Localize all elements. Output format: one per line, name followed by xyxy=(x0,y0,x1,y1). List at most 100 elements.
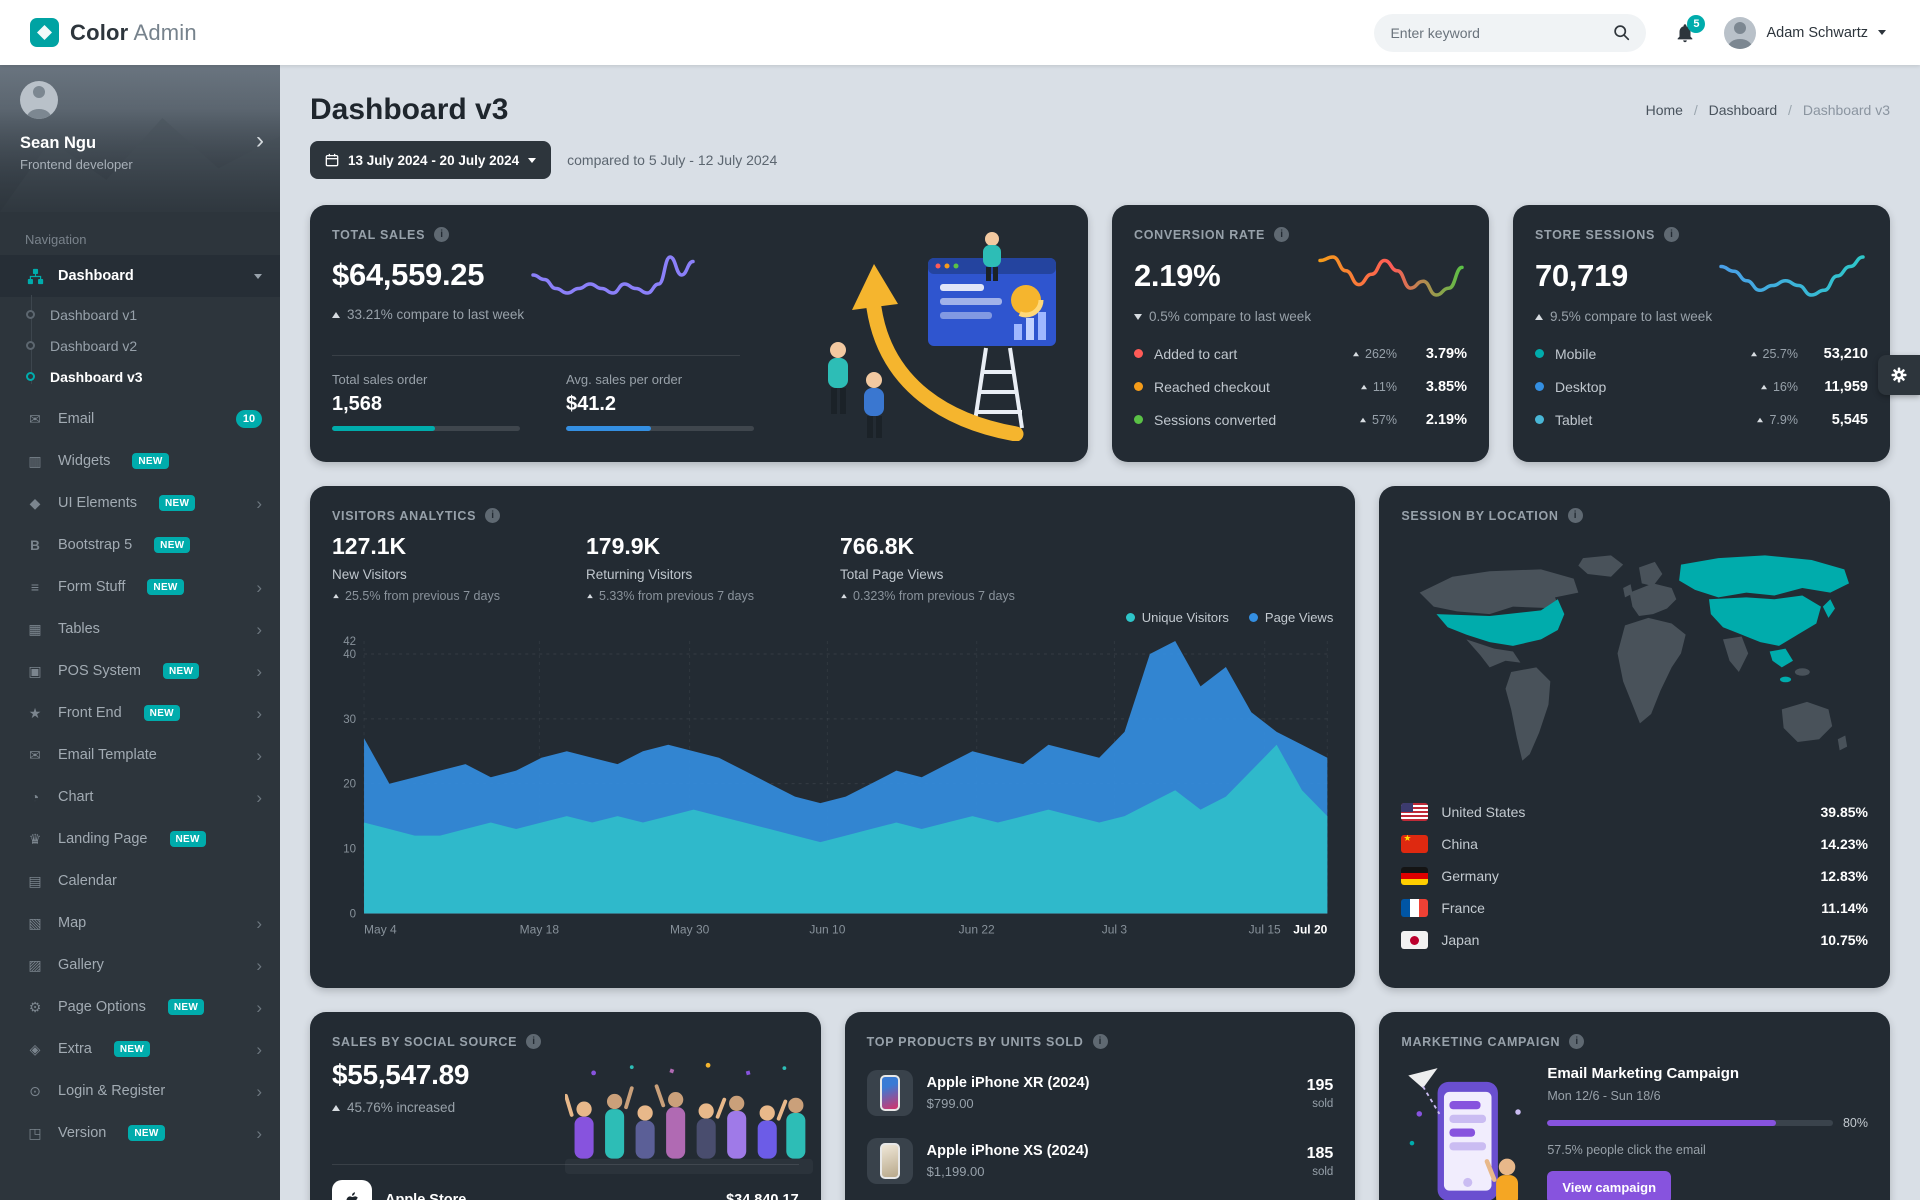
product-thumbnail xyxy=(866,1070,913,1116)
new-badge: NEW xyxy=(163,663,200,679)
metric-change-value: 16% xyxy=(1772,379,1798,394)
metric-change-value: 11% xyxy=(1372,379,1397,394)
sidebar-item-front-end[interactable]: ★ Front End NEW › xyxy=(0,692,280,734)
social-source-row[interactable]: Apple Store $34,840.17 xyxy=(332,1180,799,1200)
sidebar-item-email[interactable]: ✉ Email 10 xyxy=(0,398,280,440)
metric-label: Mobile xyxy=(1554,345,1597,362)
star-icon: ★ xyxy=(28,704,42,721)
search-box[interactable] xyxy=(1374,13,1647,52)
metric-row-desktop: Desktop 16% 11,959 xyxy=(1534,370,1868,403)
svg-text:0: 0 xyxy=(350,908,356,920)
sidebar-item-tables[interactable]: ▦ Tables › xyxy=(0,608,280,650)
chevron-down-icon xyxy=(1878,30,1886,35)
info-icon[interactable] xyxy=(1092,1034,1108,1049)
sidebar-item-dashboard-v2[interactable]: Dashboard v2 xyxy=(0,330,280,361)
search-input[interactable] xyxy=(1390,24,1614,41)
product-unit: sold xyxy=(1312,1165,1334,1178)
key-icon: ⊙ xyxy=(29,1082,41,1099)
sidebar-profile[interactable]: Sean Ngu Frontend developer › xyxy=(0,65,280,212)
new-badge: NEW xyxy=(143,705,180,721)
conversion-rate-value: 2.19% xyxy=(1133,258,1221,293)
store-sessions-card: STORE SESSIONS 70,719 9.5% compare to la… xyxy=(1512,205,1890,462)
location-value: 39.85% xyxy=(1820,804,1868,820)
brand[interactable]: Color Admin xyxy=(0,18,300,47)
sidebar-item-form-stuff[interactable]: ≡ Form Stuff NEW › xyxy=(0,566,280,608)
new-badge: NEW xyxy=(132,453,169,469)
search-icon[interactable] xyxy=(1613,24,1630,41)
sales-stat-total-sales-order: Total sales order 1,568 xyxy=(332,372,520,431)
metric-change-value: 25.7% xyxy=(1762,346,1798,361)
calendar-icon xyxy=(325,153,339,167)
date-range-picker[interactable]: 13 July 2024 - 20 July 2024 xyxy=(310,141,552,179)
info-icon[interactable] xyxy=(1664,227,1680,242)
stat-label: Total sales order xyxy=(332,372,428,387)
sidebar-item-label: Email xyxy=(58,411,95,427)
sidebar-item-label: Chart xyxy=(58,789,94,805)
sidebar-item-dashboard-v3[interactable]: Dashboard v3 xyxy=(0,361,280,392)
metric-row-added-to-cart: Added to cart 262% 3.79% xyxy=(1133,337,1467,370)
sidebar-item-label: Form Stuff xyxy=(58,579,126,595)
user-menu[interactable]: Adam Schwartz xyxy=(1724,16,1886,49)
breadcrumb-dashboard[interactable]: Dashboard xyxy=(1708,102,1778,118)
sidebar-item-map[interactable]: ▧ Map › xyxy=(0,902,280,944)
stat-progress-bar xyxy=(566,426,754,431)
breadcrumb-current: Dashboard v3 xyxy=(1802,102,1890,118)
sidebar-item-calendar[interactable]: ▤ Calendar xyxy=(0,860,280,902)
sidebar-item-landing-page[interactable]: ♛ Landing Page NEW xyxy=(0,818,280,860)
up-arrow-icon xyxy=(1359,417,1366,422)
nav-section-label: Navigation xyxy=(25,232,87,247)
view-campaign-button[interactable]: View campaign xyxy=(1547,1171,1672,1200)
store-sessions-value: 70,719 xyxy=(1534,258,1629,293)
stat-progress-bar xyxy=(332,426,520,431)
product-row-apple-iphone-xs-2024[interactable]: Apple iPhone XS (2024) $1,199.00 185 sold xyxy=(866,1127,1334,1195)
brand-name-bold: Color xyxy=(70,19,129,45)
page-title: Dashboard v3 xyxy=(310,93,509,126)
chevron-right-icon: › xyxy=(256,619,262,639)
sidebar-item-widgets[interactable]: ▥ Widgets NEW xyxy=(0,440,280,482)
sidebar-item-dashboard[interactable]: Dashboard xyxy=(0,255,280,297)
sidebar-item-label: Page Options xyxy=(58,999,146,1015)
svg-text:20: 20 xyxy=(343,779,356,791)
info-icon[interactable] xyxy=(434,227,450,242)
legend-dot-icon xyxy=(1133,382,1143,391)
info-icon[interactable] xyxy=(1569,1034,1585,1049)
sidebar-item-pos-system[interactable]: ▣ POS System NEW › xyxy=(0,650,280,692)
sidebar-subitem-label: Dashboard v1 xyxy=(50,306,138,323)
sidebar-item-page-options[interactable]: ⚙ Page Options NEW › xyxy=(0,986,280,1028)
chevron-right-icon: › xyxy=(256,1039,262,1059)
sidebar-item-label: Dashboard xyxy=(58,268,134,284)
info-icon[interactable] xyxy=(1567,508,1583,523)
svg-text:May 18: May 18 xyxy=(520,922,560,936)
info-icon[interactable] xyxy=(1274,227,1290,242)
product-qty-block: 195 sold xyxy=(1307,1077,1334,1110)
sidebar-item-dashboard-v1[interactable]: Dashboard v1 xyxy=(0,299,280,330)
metric-value: 2.19% xyxy=(1425,411,1467,428)
up-arrow-icon xyxy=(1760,384,1767,389)
total-sales-illustration xyxy=(827,232,1056,441)
sidebar-item-chart[interactable]: ◔ Chart › xyxy=(0,776,280,818)
sidebar-item-login-register[interactable]: ⊙ Login & Register › xyxy=(0,1070,280,1112)
chevron-down-icon xyxy=(528,157,537,163)
sidebar-item-bootstrap-5[interactable]: B Bootstrap 5 NEW xyxy=(0,524,280,566)
product-row-apple-iphone-xr-2024[interactable]: Apple iPhone XR (2024) $799.00 195 sold xyxy=(866,1059,1334,1127)
sidebar-item-extra[interactable]: ◈ Extra NEW › xyxy=(0,1028,280,1070)
sidebar-item-gallery[interactable]: ▨ Gallery › xyxy=(0,944,280,986)
metric-change: 262% xyxy=(1352,347,1397,361)
stat-label: Total Page Views xyxy=(840,567,944,582)
chevron-right-icon: › xyxy=(256,913,262,933)
theme-settings-button[interactable] xyxy=(1878,355,1920,395)
info-icon[interactable] xyxy=(526,1034,542,1049)
conversion-rate-change: 0.5% compare to last week xyxy=(1148,309,1312,324)
svg-text:May 4: May 4 xyxy=(364,922,397,936)
sidebar-item-email-template[interactable]: ✉ Email Template › xyxy=(0,734,280,776)
person-figure xyxy=(827,342,848,414)
notifications-button[interactable]: 5 xyxy=(1674,14,1706,44)
breadcrumb-home[interactable]: Home xyxy=(1645,102,1683,118)
stat-new-visitors: 127.1K New Visitors 25.5% from previous … xyxy=(332,533,586,603)
sidebar-item-version[interactable]: ◳ Version NEW › xyxy=(0,1112,280,1154)
metric-row-tablet: Tablet 7.9% 5,545 xyxy=(1534,403,1868,436)
info-icon[interactable] xyxy=(485,508,501,523)
sidebar-item-ui-elements[interactable]: ◆ UI Elements NEW › xyxy=(0,482,280,524)
sales-by-social-card: SALES BY SOCIAL SOURCE $55,547.89 45.76%… xyxy=(310,1012,821,1200)
